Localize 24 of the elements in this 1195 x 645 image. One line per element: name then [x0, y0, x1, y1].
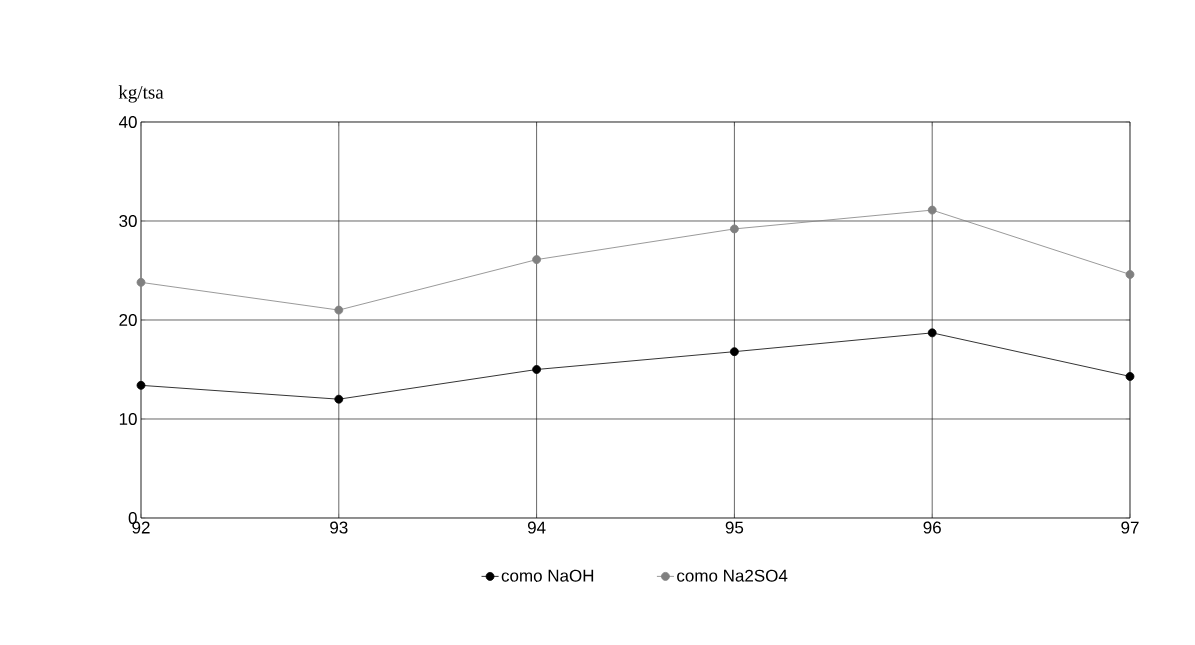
x-tick-label: 94 [527, 521, 546, 534]
legend-label: como NaOH [501, 569, 594, 582]
x-tick-label: 96 [923, 521, 941, 534]
point [927, 328, 937, 338]
point [532, 255, 541, 264]
point [927, 205, 937, 215]
point [136, 380, 146, 390]
x-tick-label: 95 [725, 521, 744, 534]
x-tick-label: 93 [330, 521, 348, 534]
point [136, 277, 146, 287]
y-tick-label: 10 [119, 412, 137, 426]
x-tick-label: 97 [1121, 521, 1139, 534]
y-tick-label: 30 [119, 214, 137, 228]
point [730, 224, 739, 234]
y-axis-title: kg/tsa [118, 85, 164, 103]
point [334, 305, 344, 315]
point [1125, 372, 1135, 381]
point [730, 347, 739, 357]
y-tick-label: 20 [119, 313, 137, 327]
legend-label: como Na2SO4 [677, 569, 788, 582]
y-tick-label: 40 [118, 115, 137, 129]
point [532, 365, 541, 374]
point [1125, 270, 1135, 279]
point [334, 394, 344, 404]
